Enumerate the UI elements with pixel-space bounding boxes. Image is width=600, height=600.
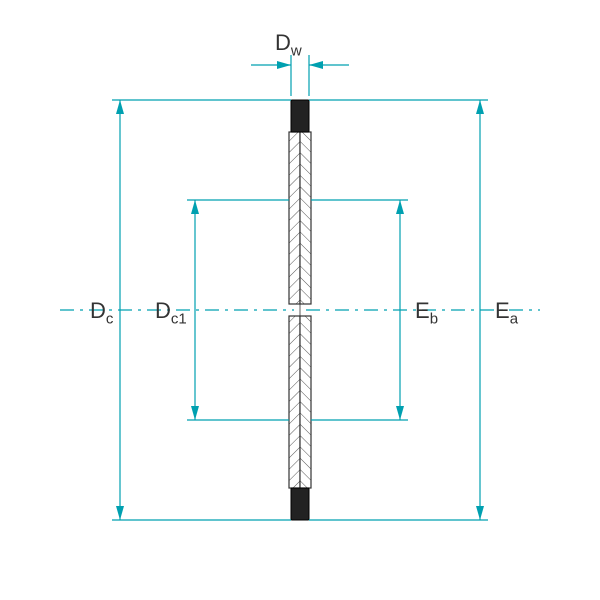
label-Dw: Dw [275,30,302,59]
label-Dc: Dc [90,298,113,327]
label-Eb: Eb [415,298,438,327]
label-Ea: Ea [495,298,518,327]
label-Dc1: Dc1 [155,298,187,327]
